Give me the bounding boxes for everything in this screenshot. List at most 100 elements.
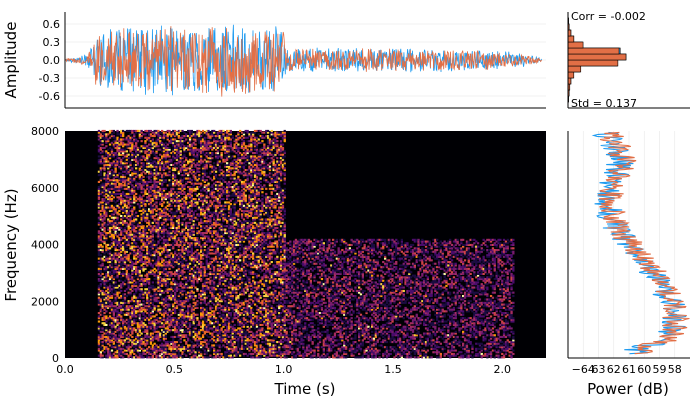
spectrogram-cell [177,165,180,168]
spectrogram-cell [209,267,212,270]
spectrogram-cell [142,163,145,166]
spectrogram-cell [172,337,175,340]
spectrogram-cell [99,310,102,313]
spectrogram-cell [179,334,182,337]
spectrogram-cell [120,163,123,166]
spectrogram-cell [142,230,145,233]
spectrogram-cell [118,349,121,352]
spectrogram-cell [122,293,125,296]
spectrogram-cell [155,305,158,308]
spectrogram-cell [207,218,210,221]
spectrogram-cell [166,325,169,328]
spectrogram-cell [200,247,203,250]
spectrogram-cell [120,187,123,190]
spectrogram-cell [123,262,127,265]
spectrogram-cell [149,204,153,207]
spectrogram-cell [188,332,192,335]
spectrogram-cell [174,243,177,246]
spectrogram-cell [114,293,117,296]
spectrogram-cell [125,158,128,161]
spectrogram-cell [148,313,151,316]
spectrogram-cell [108,261,112,264]
spectrogram-cell [201,306,205,309]
spectrogram-cell [146,301,149,304]
spectrogram-cell [161,329,164,332]
spectrogram-cell [207,211,210,214]
spectrogram-cell [138,288,141,291]
spectrogram-cell [157,308,160,311]
spectrogram-cell [172,145,175,148]
spectrogram-cell [136,356,140,359]
spectrogram-cell [142,313,145,316]
spectrogram-cell [127,240,130,243]
spectrogram-cell [181,286,184,289]
spectrogram-cell [175,143,179,146]
spectrogram-cell [151,242,154,245]
spectrogram-cell [118,140,121,143]
spectrogram-cell [112,237,115,240]
spectrogram-cell [190,284,193,287]
spectrogram-cell [205,184,208,187]
spectrogram-cell [209,313,212,316]
spectrogram-cell [170,169,173,172]
spectrogram-cell [181,322,184,325]
spectrogram-cell [97,135,101,138]
spectrogram-cell [151,344,154,347]
spectrogram-cell [172,278,175,281]
spectrogram-cell [144,218,147,221]
spectrogram-cell [192,312,195,315]
spectrogram-cell [198,177,201,180]
spectrogram-cell [135,272,138,275]
spectrogram-cell [105,354,108,357]
spectrogram-cell [99,201,102,204]
spectrogram-cell [112,276,115,279]
spectrogram-cell [170,320,173,323]
spectrogram-cell [164,296,167,299]
spectrogram-cell [148,279,151,282]
spectrogram-cell [162,165,166,168]
spectrogram-cell [196,182,199,185]
spectrogram-cell [183,312,186,315]
spectrogram-cell [99,174,102,177]
spectrogram-cell [209,289,212,292]
spectrogram-cell [161,266,164,269]
spectrogram-cell [129,221,132,224]
spectrogram-cell [198,153,201,156]
spectrogram-cell [108,356,112,359]
spectrogram-cell [123,323,127,326]
spectrogram-cell [146,245,149,248]
spectrogram-cell [103,293,106,296]
spectrogram-cell [120,206,123,209]
spectrogram-cell [133,225,136,228]
spectrogram-cell [194,327,197,330]
spectrogram-cell [127,129,130,132]
spectrogram-cell [181,184,184,187]
histogram-bar [567,35,575,43]
spectrogram-cell [201,165,205,168]
spectrogram-cell [200,211,203,214]
spectrogram-cell [105,276,108,279]
spectrogram-cell [177,237,180,240]
spectrogram-cell [200,303,203,306]
spectrogram-cell [149,179,153,182]
spectrogram-cell [97,204,101,207]
spectrogram-cell [110,303,114,306]
spectrogram-cell [142,189,145,192]
spectrogram-cell [207,220,210,223]
spectrogram-cell [185,221,188,224]
spectrogram-cell [105,346,108,349]
spectrogram-cell [190,356,193,359]
spectrogram-cell [129,189,132,192]
spectrogram-cell [118,255,121,258]
spectrogram-cell [155,235,158,238]
spectrogram-cell [185,257,188,260]
spectrogram-cell [194,150,197,153]
spectrogram-cell [170,189,173,192]
spectrogram-cell [198,136,201,139]
spectrogram-cell [161,136,164,139]
spectrogram-cell [170,322,173,325]
spectrogram-cell [131,310,134,313]
spectrogram-cell [203,158,206,161]
spectrogram-cell [181,180,184,183]
spectrogram-cell [118,259,121,262]
